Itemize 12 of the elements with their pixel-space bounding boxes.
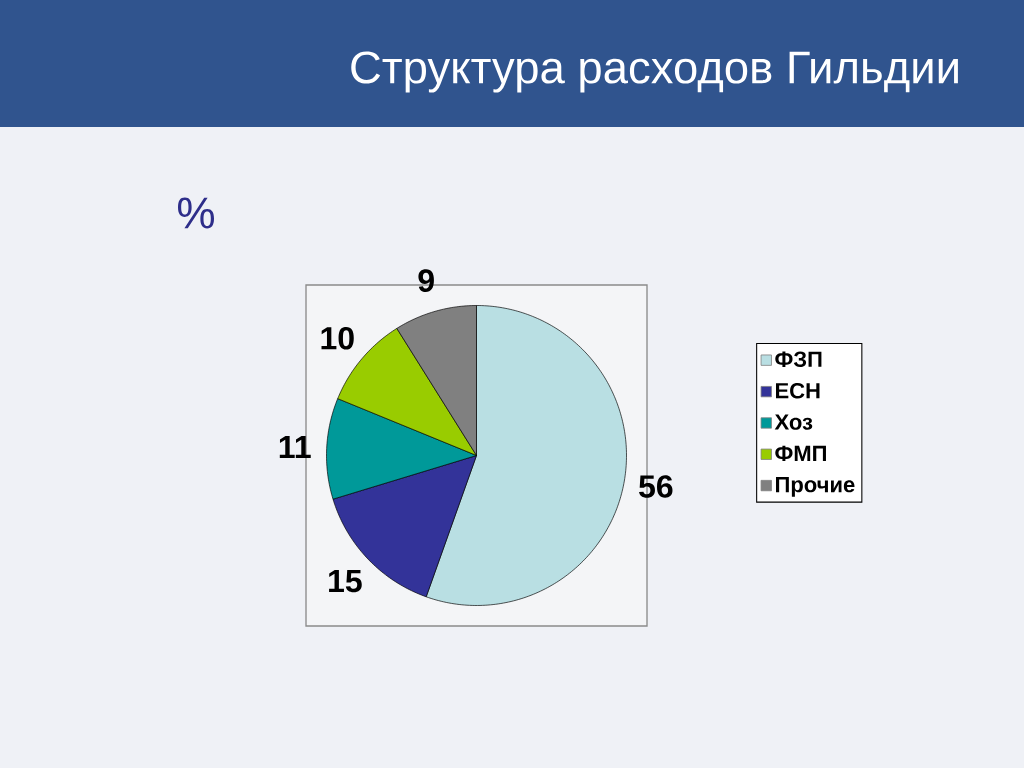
data-label: 15 bbox=[329, 569, 362, 593]
chart-title: Структура расходов Гильдии bbox=[351, 51, 958, 93]
legend-label: ФМП bbox=[775, 445, 826, 462]
data-label: 56 bbox=[639, 475, 673, 498]
data-label: 9 bbox=[418, 269, 434, 292]
legend-label: ЕСН bbox=[776, 382, 820, 399]
data-label: 10 bbox=[321, 326, 354, 350]
chart-subtitle: % bbox=[178, 197, 214, 229]
legend-label: Хоз bbox=[774, 414, 813, 430]
legend-label: Прочие bbox=[776, 477, 855, 497]
data-label: 11 bbox=[279, 436, 311, 459]
legend-label: ФЗП bbox=[775, 351, 822, 368]
